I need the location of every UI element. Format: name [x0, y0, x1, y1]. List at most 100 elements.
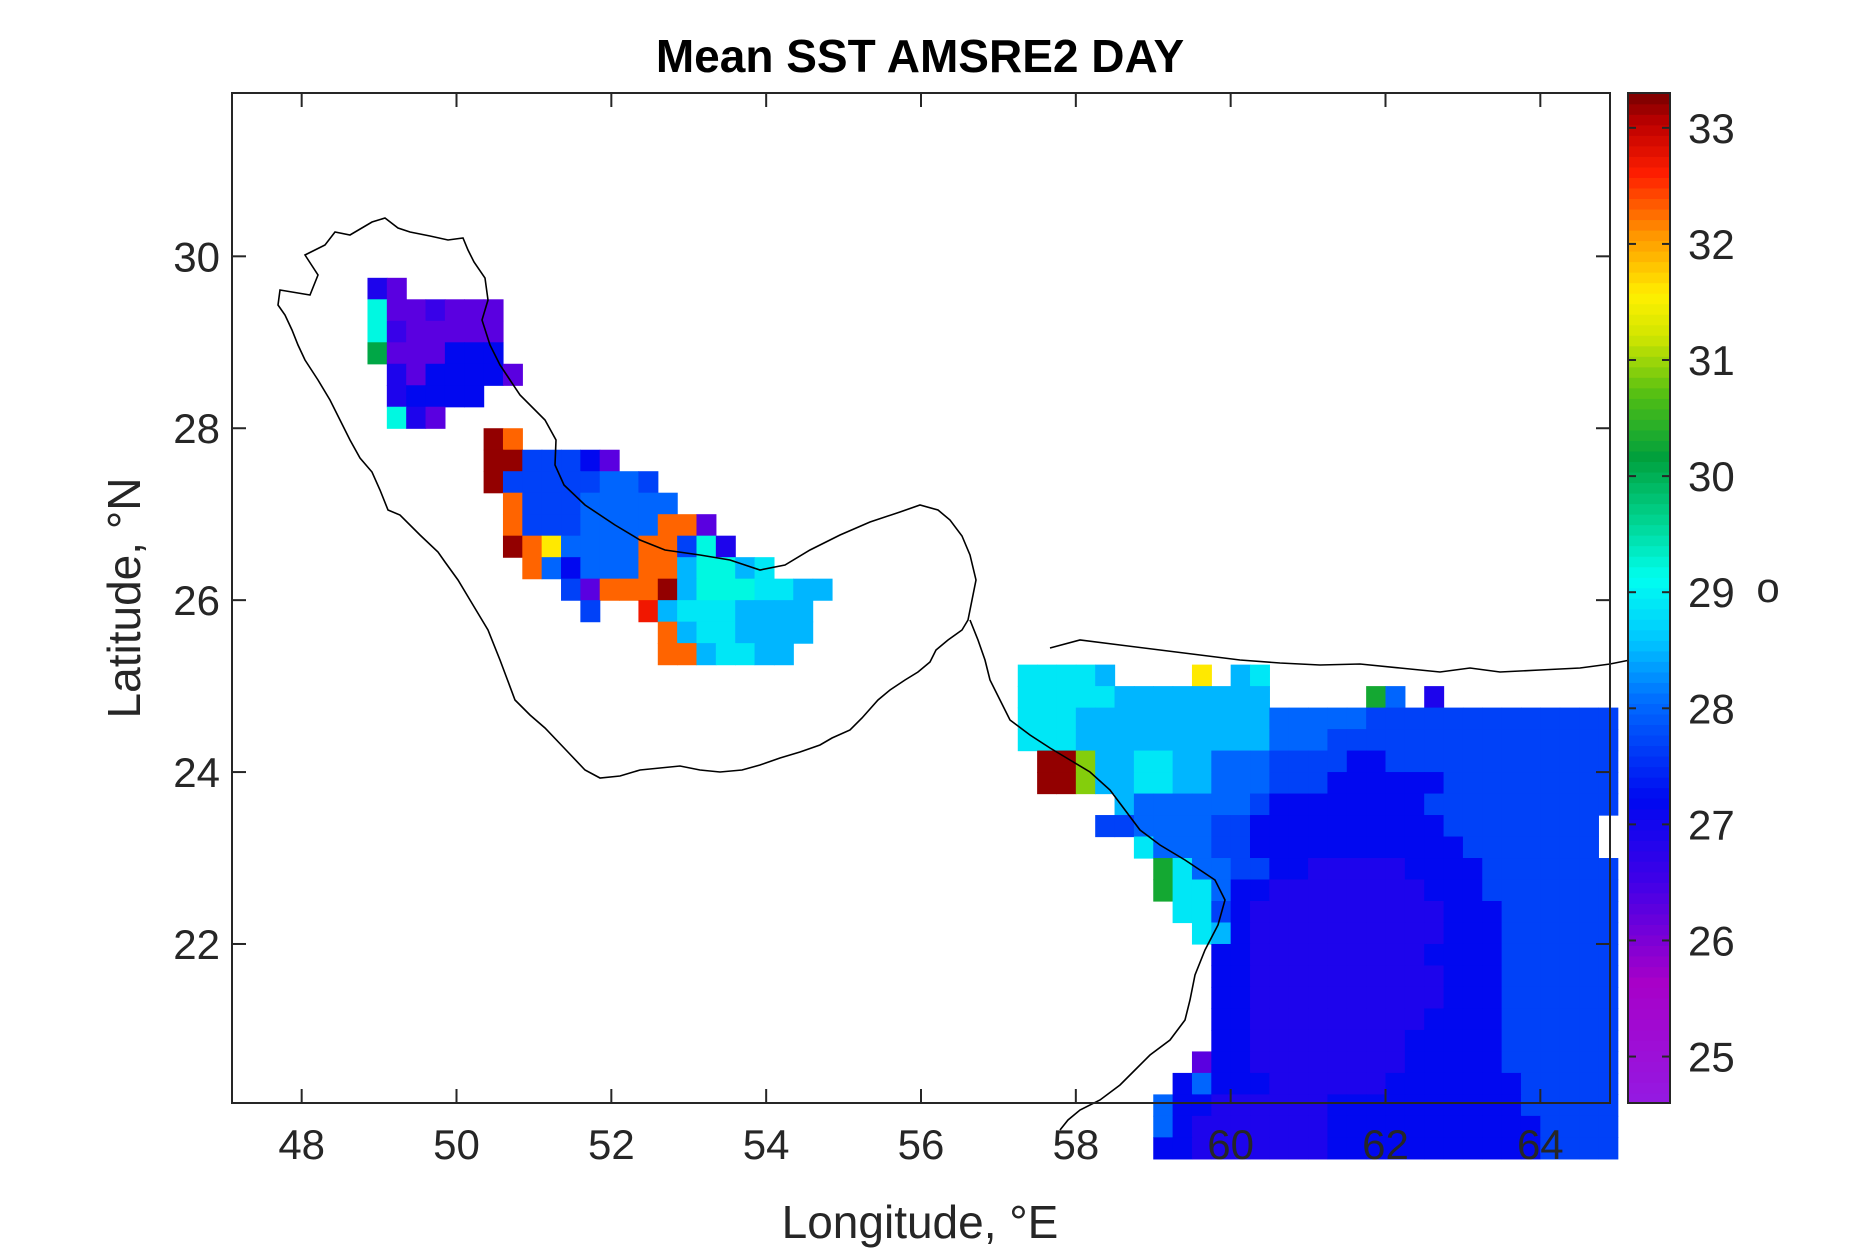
- sst-cell: [1172, 879, 1193, 902]
- sst-cell: [444, 342, 465, 365]
- sst-cell: [1269, 750, 1290, 773]
- colorbar-segment: [1628, 692, 1670, 705]
- x-tick-label: 58: [1052, 1121, 1099, 1168]
- sst-cell: [1133, 815, 1154, 838]
- sst-cell: [1346, 986, 1367, 1010]
- sst-cell: [1191, 686, 1212, 709]
- sst-cell: [1037, 729, 1058, 752]
- sst-cell: [1520, 901, 1541, 924]
- sst-cell: [1056, 686, 1077, 709]
- sst-cell: [1308, 836, 1329, 859]
- sst-cell: [1191, 879, 1212, 902]
- sst-cell: [1501, 836, 1522, 859]
- sst-cell: [599, 578, 620, 601]
- sst-cell: [696, 578, 717, 601]
- sst-cell: [599, 492, 620, 515]
- sst-cell: [1327, 793, 1348, 816]
- colorbar-segment: [1628, 219, 1670, 231]
- colorbar: 25 26 27 28 29 30 31 32 33 o: [1627, 92, 1780, 1104]
- sst-cell: [735, 578, 756, 601]
- sst-cell: [1327, 815, 1348, 838]
- sst-cell: [406, 299, 427, 322]
- sst-cell: [1211, 750, 1232, 773]
- colorbar-segment: [1628, 987, 1670, 999]
- sst-cell: [1230, 922, 1251, 945]
- sst-cell: [1366, 922, 1387, 945]
- sst-cell: [522, 492, 543, 515]
- sst-cell: [1482, 879, 1503, 902]
- colorbar-segment: [1628, 366, 1670, 378]
- sst-cell: [1250, 901, 1270, 924]
- sst-cell: [1598, 772, 1619, 795]
- colorbar-segment: [1628, 797, 1670, 810]
- sst-cell: [1501, 965, 1522, 988]
- colorbar-segment: [1628, 1008, 1670, 1020]
- colorbar-segment: [1628, 461, 1670, 473]
- sst-cell: [677, 643, 698, 666]
- sst-cell: [464, 363, 485, 386]
- colorbar-segment: [1628, 450, 1670, 463]
- sst-cell: [1482, 965, 1503, 988]
- sst-cell: [1385, 1029, 1406, 1053]
- sst-cell: [1153, 729, 1174, 752]
- colorbar-segment: [1628, 587, 1670, 599]
- sst-cell: [1327, 707, 1348, 730]
- sst-cell: [638, 514, 659, 537]
- sst-cell: [1559, 922, 1580, 945]
- sst-cell: [1230, 965, 1251, 988]
- sst-cell: [1269, 943, 1290, 967]
- sst-cell: [502, 471, 523, 494]
- sst-cell: [1288, 986, 1309, 1010]
- sst-cell: [1482, 1008, 1503, 1031]
- sst-cell: [1404, 879, 1425, 902]
- sst-cell: [1211, 986, 1232, 1010]
- sst-cell: [1443, 772, 1464, 795]
- sst-cell: [1598, 879, 1619, 902]
- sst-cell: [1501, 1115, 1522, 1138]
- y-axis-ticks: 22 24 26 28 30: [173, 233, 1610, 968]
- sst-cell: [793, 578, 814, 601]
- sst-cell: [1191, 836, 1212, 859]
- sst-cell: [1230, 1115, 1251, 1138]
- colorbar-segment: [1628, 555, 1670, 568]
- sst-cell: [1288, 707, 1309, 730]
- colorbar-segment: [1628, 156, 1670, 168]
- sst-cell: [1114, 750, 1135, 773]
- sst-cell: [1269, 879, 1290, 902]
- sst-cell: [1153, 879, 1174, 902]
- sst-cell: [1559, 1094, 1580, 1117]
- sst-cell: [1462, 1115, 1483, 1138]
- sst-cell: [1366, 793, 1387, 816]
- sst-cell: [1424, 729, 1445, 752]
- sst-cell: [657, 492, 678, 515]
- sst-cell: [1462, 815, 1483, 838]
- sst-cell: [1520, 750, 1541, 773]
- colorbar-segment: [1628, 755, 1670, 768]
- sst-cell: [1346, 1094, 1367, 1117]
- sst-cell: [1288, 1094, 1309, 1117]
- colorbar-segment: [1628, 829, 1670, 841]
- sst-cell: [386, 299, 407, 322]
- sst-cell: [1598, 729, 1619, 752]
- sst-cell: [425, 299, 446, 322]
- sst-cell: [1230, 1137, 1251, 1160]
- sst-cell: [1443, 836, 1464, 859]
- sst-cell: [464, 385, 485, 408]
- sst-cell: [696, 557, 717, 580]
- sst-cell: [1153, 772, 1174, 795]
- sst-cell: [1501, 858, 1522, 881]
- colorbar-segment: [1628, 503, 1670, 515]
- sst-cell: [1540, 815, 1561, 838]
- sst-cell: [386, 406, 407, 429]
- colorbar-segment: [1628, 356, 1670, 368]
- colorbar-segment: [1628, 945, 1670, 957]
- sst-cell: [1366, 1115, 1387, 1138]
- sst-cell: [1288, 858, 1309, 881]
- sst-cell: [715, 643, 736, 666]
- sst-cell: [425, 385, 446, 408]
- sst-cell: [1579, 707, 1599, 730]
- sst-cell: [1404, 922, 1425, 945]
- sst-cell: [1501, 879, 1522, 902]
- colorbar-segment: [1628, 966, 1670, 978]
- colorbar-segment: [1628, 1039, 1670, 1052]
